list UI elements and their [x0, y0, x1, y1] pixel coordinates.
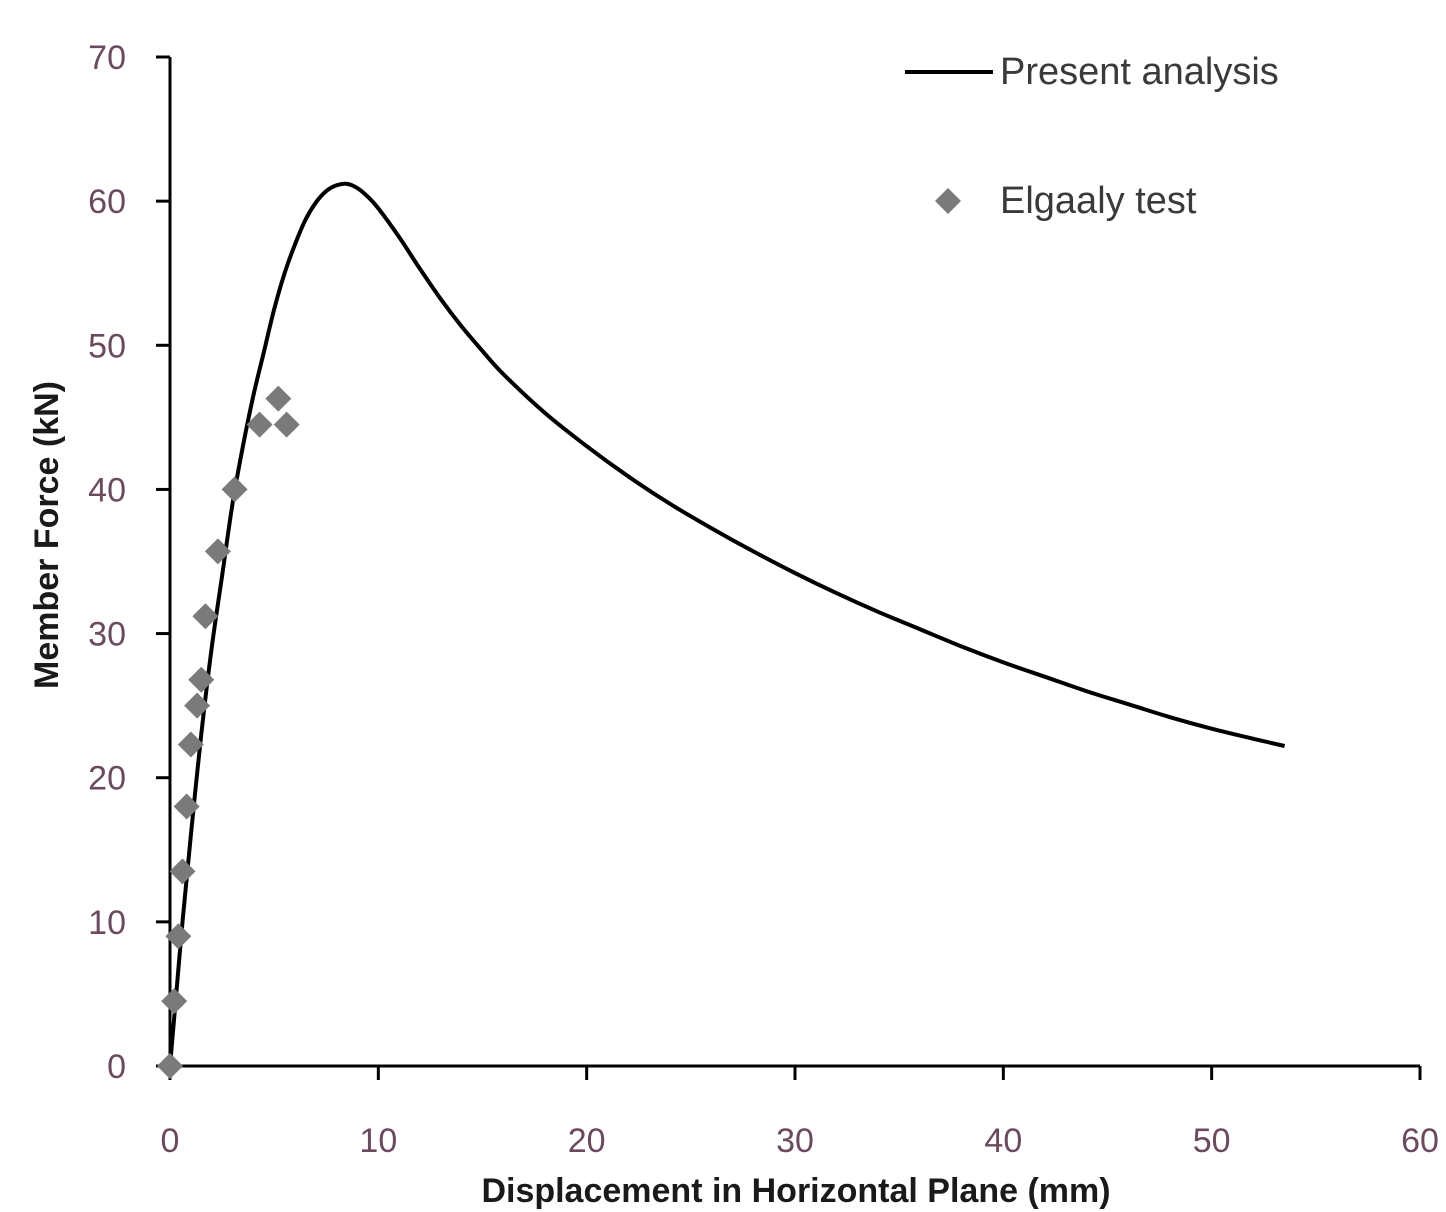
y-tick-label: 70: [88, 39, 126, 77]
y-tick-label: 40: [88, 471, 126, 509]
y-tick-label: 0: [107, 1048, 126, 1086]
data-point: [169, 858, 196, 885]
data-point: [173, 793, 200, 820]
x-tick-label: 40: [984, 1122, 1022, 1160]
x-tick-label: 20: [568, 1122, 606, 1160]
data-point: [221, 476, 248, 503]
y-tick-label: 50: [88, 327, 126, 365]
x-tick-label: 50: [1193, 1122, 1231, 1160]
x-tick-label: 60: [1401, 1122, 1439, 1160]
x-tick-label: 10: [359, 1122, 397, 1160]
data-point: [177, 731, 204, 758]
x-tick-label: 30: [776, 1122, 814, 1160]
x-axis-title: Displacement in Horizontal Plane (mm): [481, 1172, 1110, 1210]
y-tick-label: 30: [88, 616, 126, 654]
y-tick-label: 20: [88, 760, 126, 798]
series-line-present-analysis: [168, 181, 1286, 1067]
series-layer: [168, 181, 1286, 1067]
data-point: [204, 538, 231, 565]
points-layer: [157, 385, 300, 1079]
data-point: [273, 411, 300, 438]
legend-marker-swatch: [935, 188, 961, 214]
data-point: [184, 692, 211, 719]
data-point: [246, 411, 273, 438]
data-point: [161, 988, 188, 1015]
legend-label-elgaaly-test: Elgaaly test: [1000, 180, 1197, 222]
x-tick-label: 0: [161, 1122, 180, 1160]
y-tick-label: 60: [88, 183, 126, 221]
data-point: [188, 666, 215, 693]
legend-label-present-analysis: Present analysis: [1000, 51, 1279, 93]
data-point: [192, 603, 219, 630]
data-point: [265, 385, 292, 412]
axes: 0 10 20 30 40 50 60 70 0 10 20 30 40 50 60: [88, 39, 1439, 1160]
data-point: [165, 923, 192, 950]
y-tick-label: 10: [88, 904, 126, 942]
y-axis-title: Member Force (kN): [28, 381, 66, 689]
data-point: [157, 1053, 183, 1079]
legend: Present analysis Elgaaly test: [905, 51, 1279, 222]
